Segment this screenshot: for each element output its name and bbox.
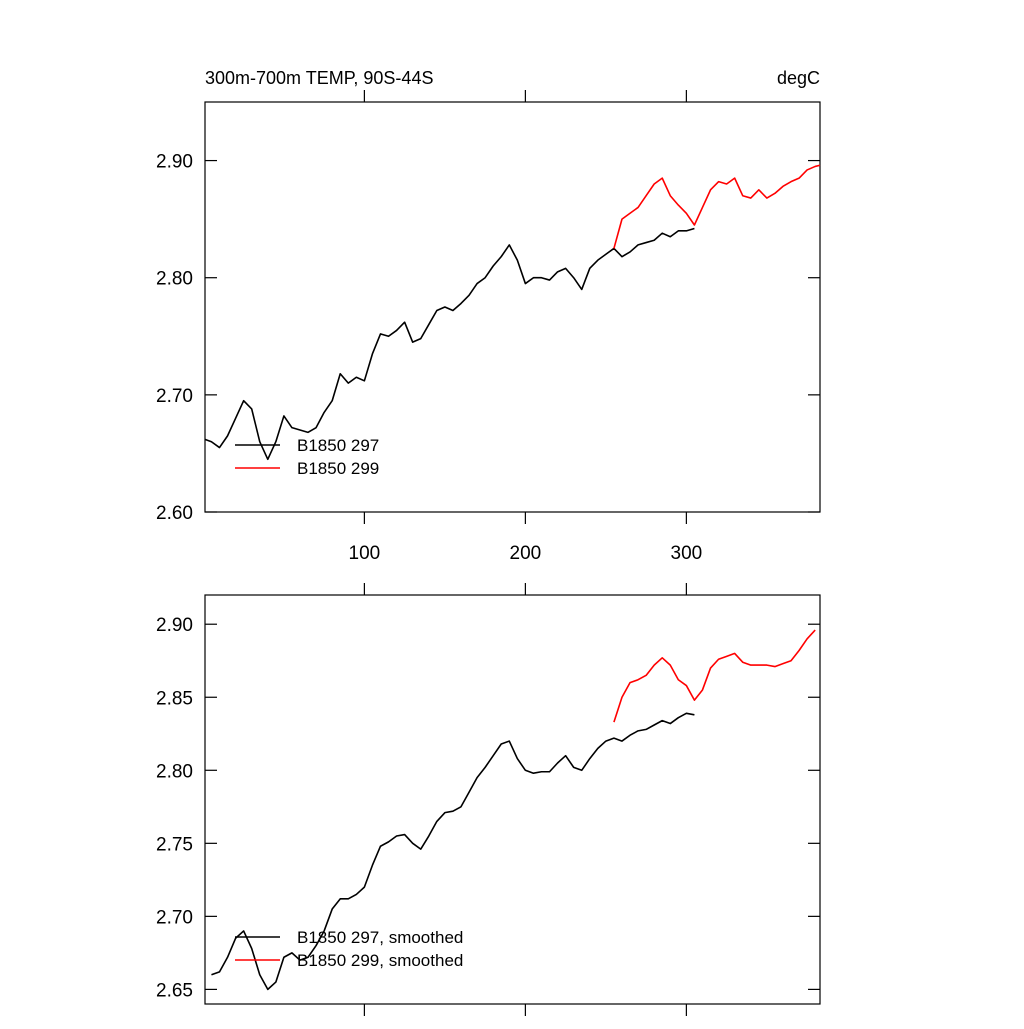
y-tick-label: 2.70 [156,386,193,407]
y-tick-label: 2.75 [156,834,193,855]
y-tick-label: 2.90 [156,152,193,173]
x-tick-label: 100 [349,543,381,564]
x-tick-label: 300 [671,543,703,564]
y-tick-label: 2.65 [156,980,193,1001]
y-tick-label: 2.70 [156,907,193,928]
series-line [204,227,695,461]
units-label: degC [777,68,820,88]
series-line [613,164,821,249]
series-line [613,629,816,723]
chart-title: 300m-700m TEMP, 90S-44S [205,68,433,88]
legend-label: B1850 299 [297,459,379,478]
legend-label: B1850 297, smoothed [297,928,463,947]
series-line [211,712,695,991]
y-tick-label: 2.85 [156,688,193,709]
legend-label: B1850 297 [297,436,379,455]
y-tick-label: 2.60 [156,503,193,524]
y-tick-label: 2.80 [156,269,193,290]
y-tick-label: 2.90 [156,615,193,636]
x-tick-label: 200 [510,543,542,564]
legend-label: B1850 299, smoothed [297,951,463,970]
plot-frame [204,594,821,1005]
plot-frame [204,101,821,513]
y-tick-label: 2.80 [156,761,193,782]
